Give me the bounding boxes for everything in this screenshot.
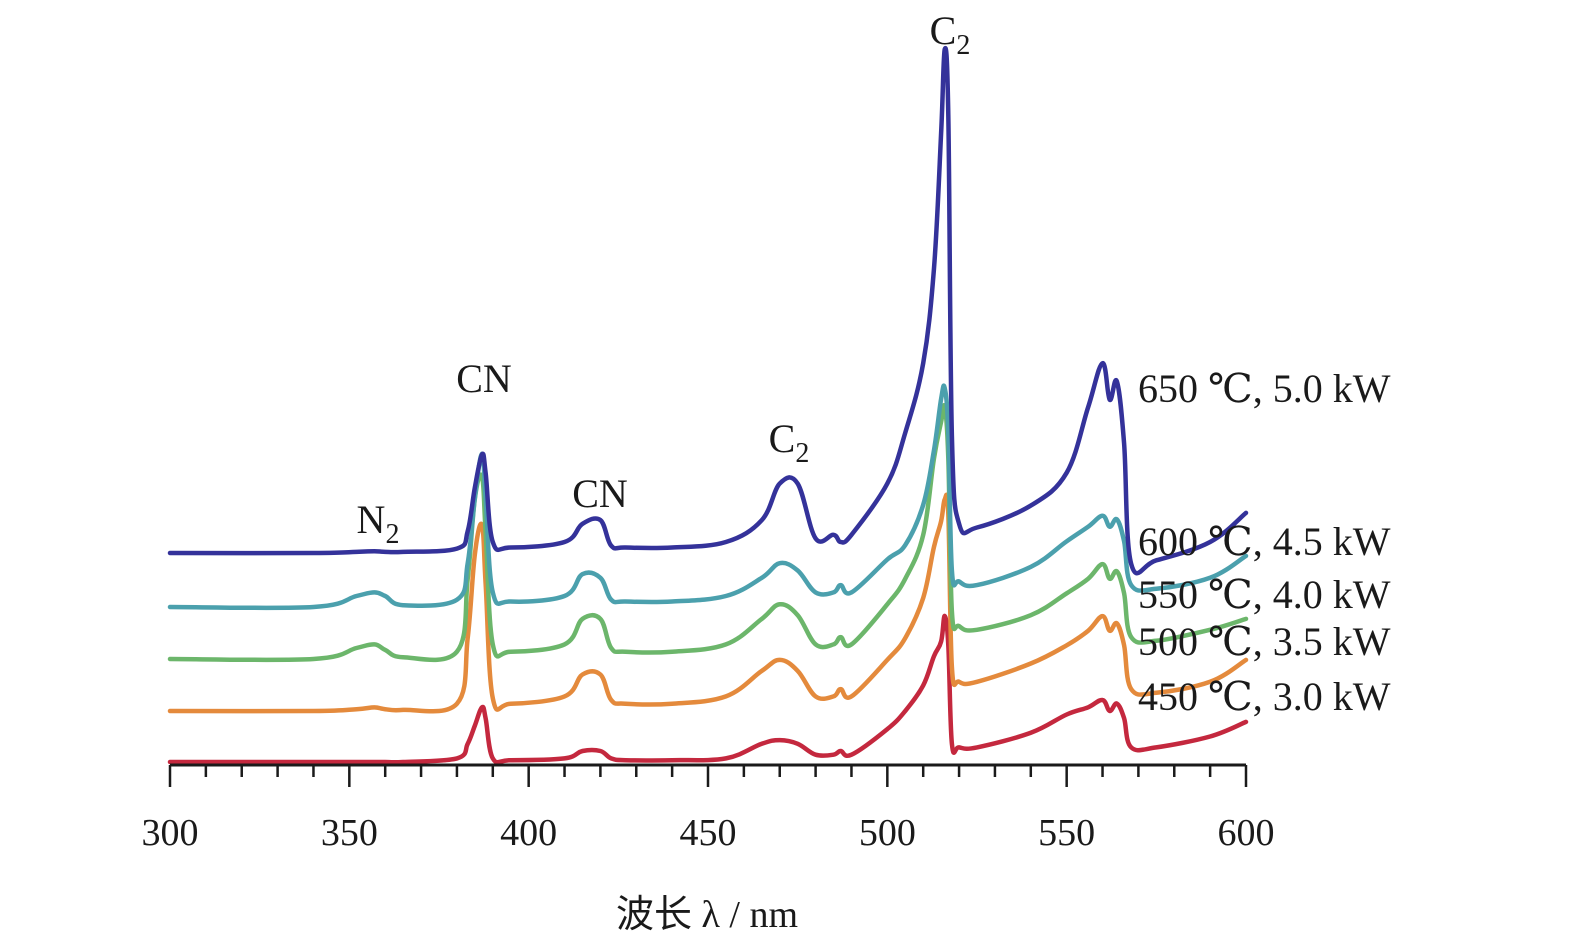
x-tick-label: 400 [500,812,557,854]
peak-annotation-3: C2 [769,416,810,469]
x-axis: 300 350 400 450 500 550 600 [142,763,1275,854]
peak-annotation-2: CN [572,471,628,516]
peak-annotation-4: C2 [930,8,971,61]
series-label-4: 450 ℃, 3.0 kW [1138,674,1391,719]
series-label-1: 600 ℃, 4.5 kW [1138,519,1391,564]
series-line-3 [167,492,1249,714]
spectrum-curves [167,45,1249,765]
series-label-0: 650 ℃, 5.0 kW [1138,366,1391,411]
series-line-1 [167,383,1249,611]
series-label-3: 500 ℃, 3.5 kW [1138,619,1391,664]
x-tick-label: 350 [321,812,378,854]
series-labels: 650 ℃, 5.0 kW 600 ℃, 4.5 kW 550 ℃, 4.0 kW5… [1138,366,1391,719]
peak-labels: N2 CN CN C2 C2 [357,8,971,550]
series-line-2 [167,403,1249,663]
x-tick-label: 500 [859,812,916,854]
peak-annotation-0: N2 [357,497,400,550]
series-label-2: 550 ℃, 4.0 kW [1138,572,1391,617]
x-tick-label: 600 [1218,812,1275,854]
x-tick-label: 550 [1038,812,1095,854]
x-tick-label: 450 [680,812,737,854]
series-line-0 [167,45,1249,576]
x-axis-title: 波长 λ / nm [616,894,798,936]
peak-annotation-1: CN [456,356,512,401]
series-line-4 [167,613,1249,765]
x-tick-label: 300 [142,812,199,854]
